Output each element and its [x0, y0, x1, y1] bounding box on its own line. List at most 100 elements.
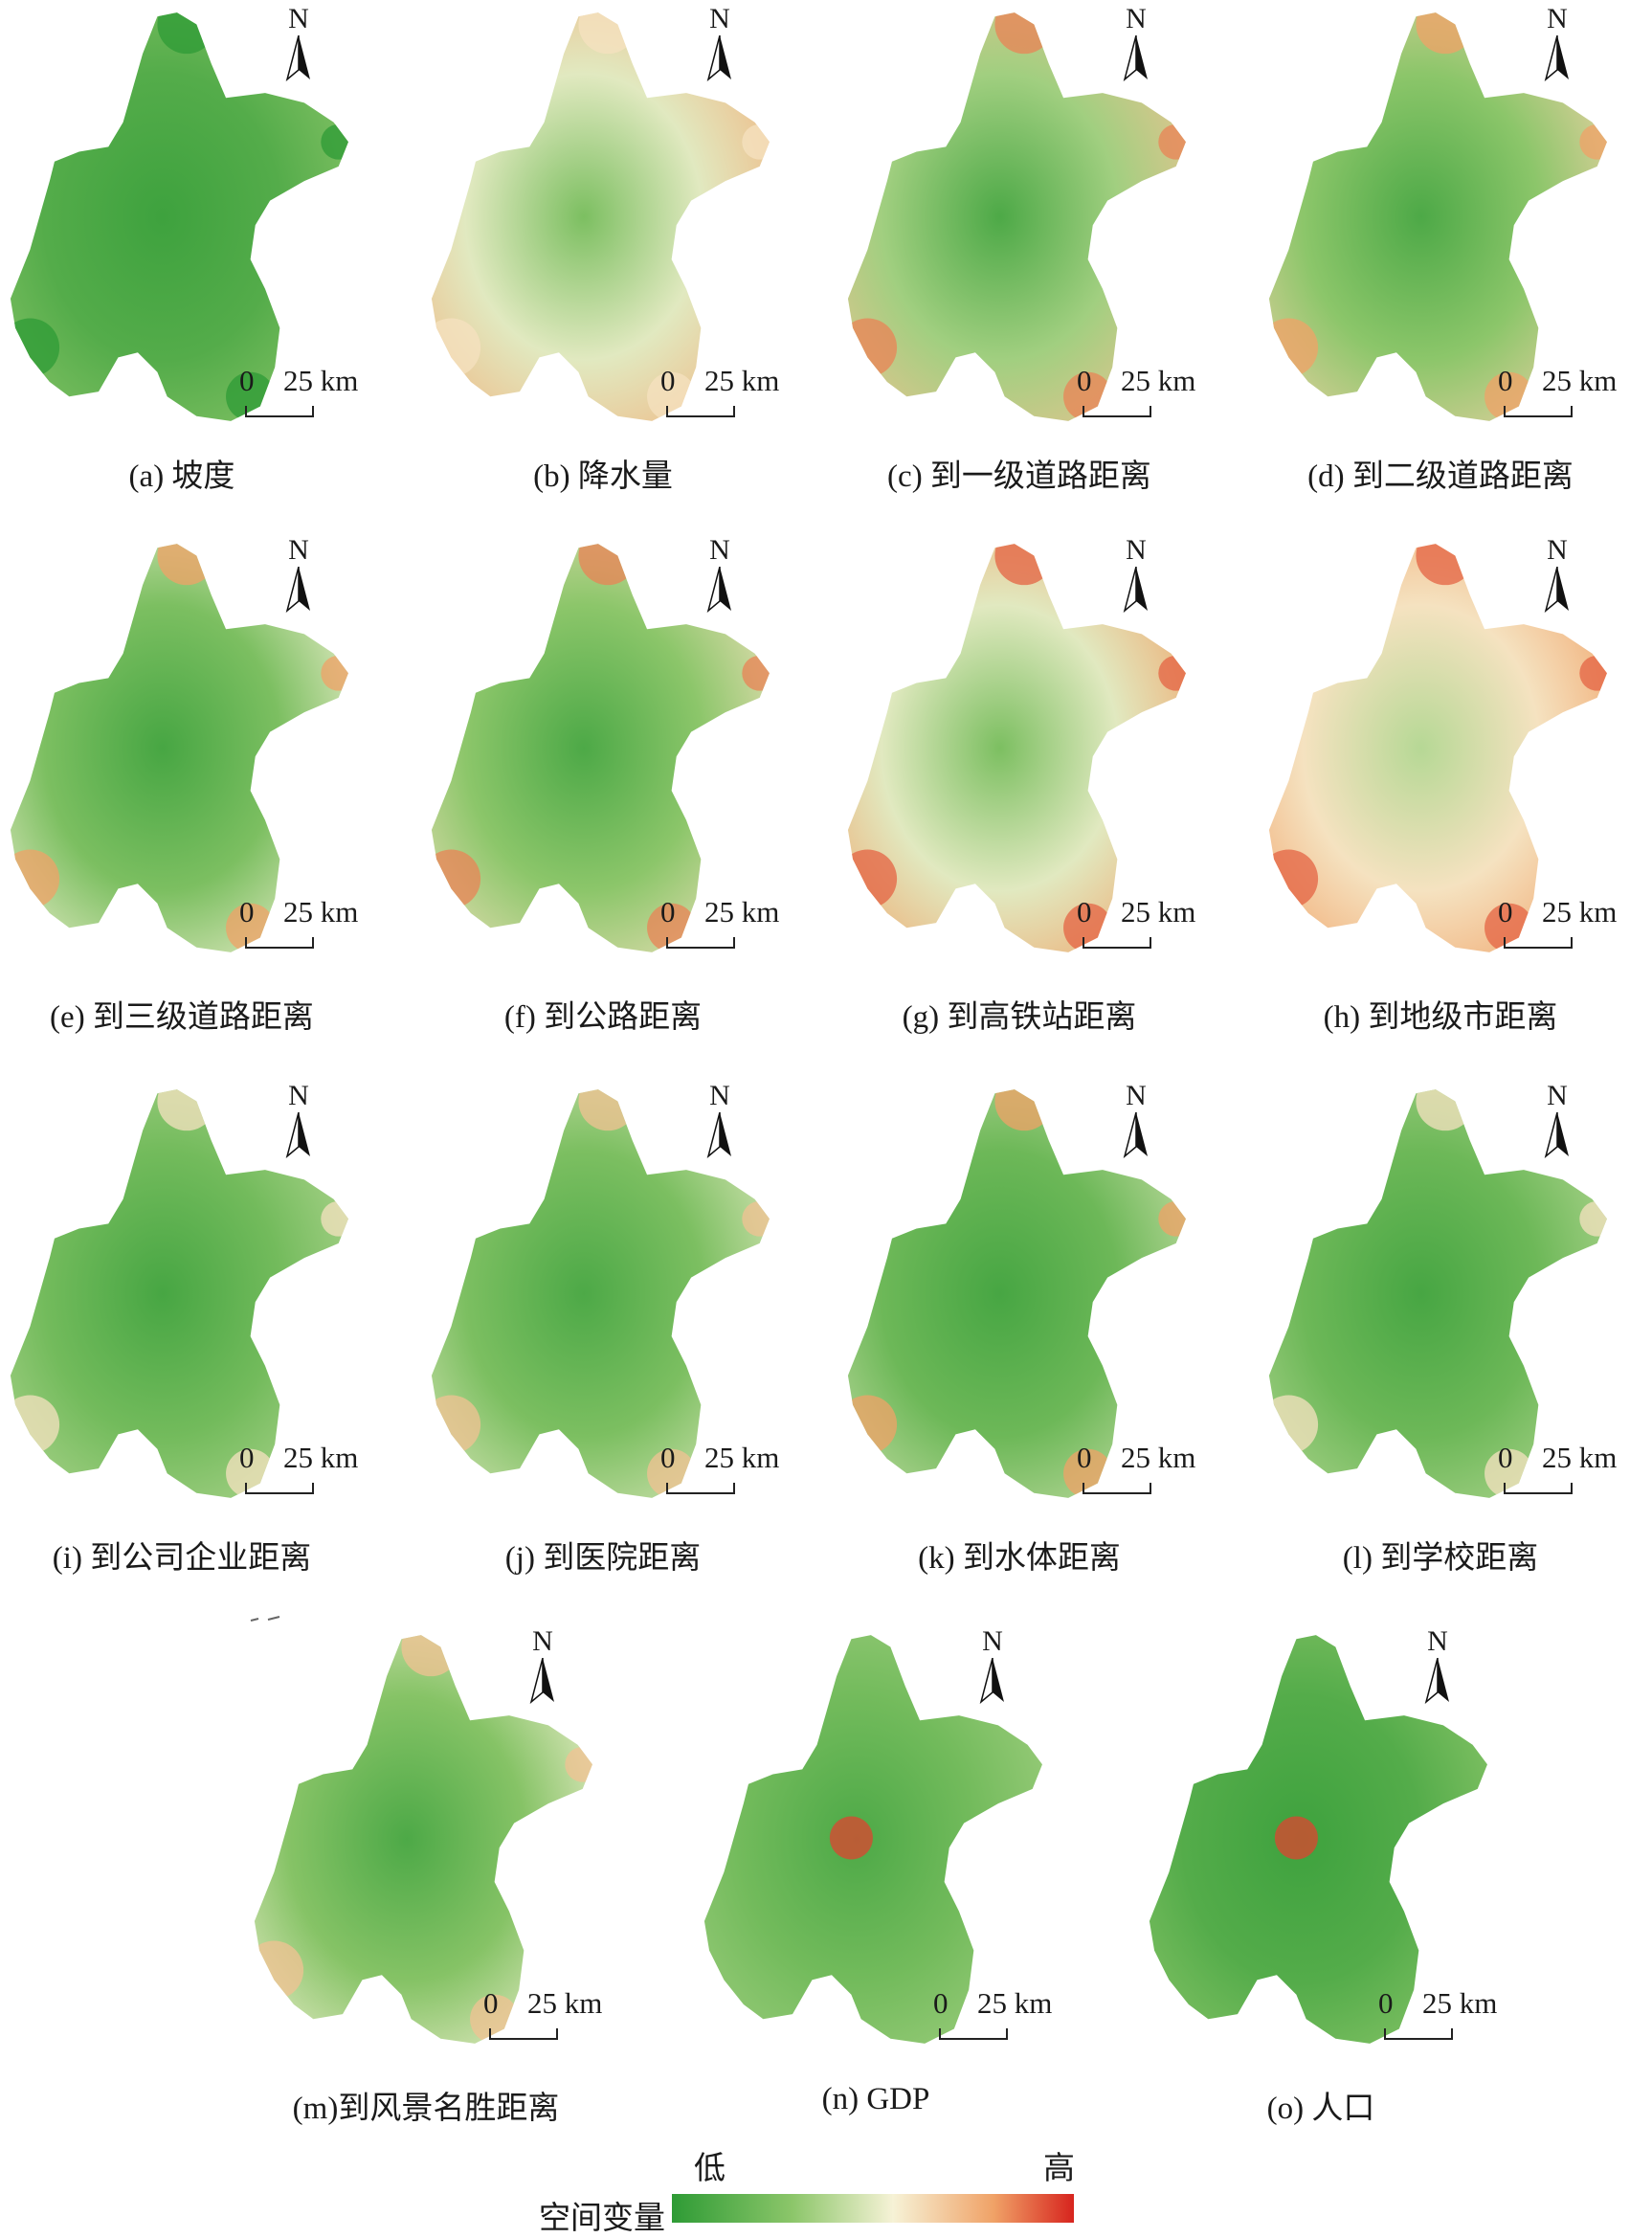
scale-line	[666, 937, 735, 949]
scale-line	[939, 2028, 1008, 2040]
map-panel-o: N 0 25 km	[1139, 1627, 1560, 2068]
north-label: N	[288, 3, 309, 34]
north-arrow-icon	[1123, 35, 1148, 81]
map-j	[431, 1089, 770, 1498]
map-panel-c: N 0 25 km	[837, 5, 1259, 445]
map-i	[10, 1089, 348, 1498]
scale-distance: 25 km	[1542, 364, 1618, 397]
panel-caption: (m)到风景名胜距离	[292, 2092, 560, 2126]
panel-caption: (h) 到地级市距离	[1323, 1000, 1558, 1035]
map-fill-b	[431, 12, 770, 421]
map-fill-h	[1268, 544, 1607, 952]
scale-distance: 25 km	[283, 895, 359, 929]
scale-distance: 25 km	[1422, 1986, 1498, 2020]
map-c	[847, 12, 1186, 421]
panel-caption: (l) 到学校距离	[1342, 1541, 1539, 1576]
scale-distance: 25 km	[283, 1441, 359, 1474]
panel-caption: (g) 到高铁站距离	[902, 1000, 1137, 1035]
map-l	[1268, 1089, 1607, 1498]
scale-line	[489, 2028, 558, 2040]
scale-line	[666, 1483, 735, 1494]
north-label: N	[1126, 534, 1147, 566]
scale-line	[1504, 937, 1573, 949]
map-fill-g	[847, 544, 1186, 952]
legend-title: 空间变量	[539, 2202, 665, 2236]
panel-caption: (a) 坡度	[128, 459, 235, 494]
scale-line	[245, 937, 314, 949]
north-arrow: N	[1536, 5, 1578, 81]
map-fill-o	[1149, 1635, 1487, 2044]
north-arrow: N	[699, 5, 741, 81]
scale-distance: 25 km	[1121, 364, 1196, 397]
north-arrow-icon	[706, 1112, 731, 1158]
north-arrow-icon	[1544, 567, 1569, 613]
panel-caption: (n) GDP	[821, 2082, 930, 2116]
scale-distance: 25 km	[704, 364, 780, 397]
north-label: N	[1427, 1625, 1448, 1657]
map-panel-j: N 0 25 km	[421, 1082, 842, 1522]
north-arrow-icon	[1123, 1112, 1148, 1158]
map-fill-e	[10, 544, 348, 952]
map-panel-a: N 0 25 km	[0, 5, 421, 445]
north-arrow: N	[971, 1627, 1014, 1704]
scale-distance: 25 km	[1121, 895, 1196, 929]
map-fill-l	[1268, 1089, 1607, 1498]
map-e	[10, 544, 348, 952]
north-arrow: N	[1536, 1082, 1578, 1158]
map-panel-e: N 0 25 km	[0, 536, 421, 976]
north-arrow: N	[522, 1627, 564, 1704]
map-panel-l: N 0 25 km	[1259, 1082, 1652, 1522]
scale-zero: 0	[1498, 1441, 1513, 1474]
north-arrow: N	[1115, 536, 1157, 613]
legend-high-label: 高	[1043, 2152, 1075, 2186]
north-arrow: N	[699, 1082, 741, 1158]
north-label: N	[1547, 534, 1568, 566]
scale-distance: 25 km	[1542, 895, 1618, 929]
map-b	[431, 12, 770, 421]
map-a	[10, 12, 348, 421]
panel-caption: (b) 降水量	[533, 459, 673, 494]
north-label: N	[288, 1080, 309, 1111]
panel-caption: (e) 到三级道路距离	[50, 1000, 314, 1035]
scale-zero: 0	[1077, 895, 1092, 929]
map-fill-d	[1268, 12, 1607, 421]
map-panel-m: N 0 25 km	[244, 1627, 665, 2068]
north-arrow-icon	[285, 567, 310, 613]
map-panel-f: N 0 25 km	[421, 536, 842, 976]
map-panel-n: N 0 25 km	[694, 1627, 1115, 2068]
scale-distance: 25 km	[527, 1986, 603, 2020]
north-arrow-icon	[706, 35, 731, 81]
north-arrow: N	[699, 536, 741, 613]
hotspots-n	[829, 1816, 873, 1860]
map-o	[1149, 1635, 1487, 2044]
scale-zero: 0	[239, 364, 255, 397]
legend-low-label: 低	[694, 2152, 726, 2186]
map-panel-h: N 0 25 km	[1259, 536, 1652, 976]
north-label: N	[982, 1625, 1003, 1657]
map-f	[431, 544, 770, 952]
map-fill-c	[847, 12, 1186, 421]
scale-distance: 25 km	[1121, 1441, 1196, 1474]
north-arrow-icon	[1544, 1112, 1569, 1158]
panel-caption: (i) 到公司企业距离	[52, 1541, 312, 1576]
north-label: N	[532, 1625, 553, 1657]
map-d	[1268, 12, 1607, 421]
scale-zero: 0	[1378, 1986, 1394, 2020]
north-arrow-icon	[1123, 567, 1148, 613]
scale-line	[1384, 2028, 1453, 2040]
north-arrow-icon	[979, 1658, 1004, 1704]
north-arrow: N	[1417, 1627, 1459, 1704]
map-fill-i	[10, 1089, 348, 1498]
map-panel-d: N 0 25 km	[1259, 5, 1652, 445]
panel-caption: (f) 到公路距离	[503, 1000, 703, 1035]
scale-line	[245, 406, 314, 417]
scale-zero: 0	[660, 1441, 676, 1474]
north-arrow-icon	[285, 35, 310, 81]
north-arrow: N	[278, 1082, 320, 1158]
north-label: N	[1547, 3, 1568, 34]
north-arrow-icon	[706, 567, 731, 613]
scale-zero: 0	[660, 895, 676, 929]
scale-line	[1083, 406, 1151, 417]
scale-zero: 0	[660, 364, 676, 397]
map-h	[1268, 544, 1607, 952]
